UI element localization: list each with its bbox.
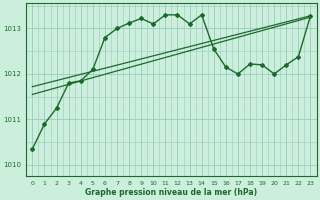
X-axis label: Graphe pression niveau de la mer (hPa): Graphe pression niveau de la mer (hPa) <box>85 188 258 197</box>
